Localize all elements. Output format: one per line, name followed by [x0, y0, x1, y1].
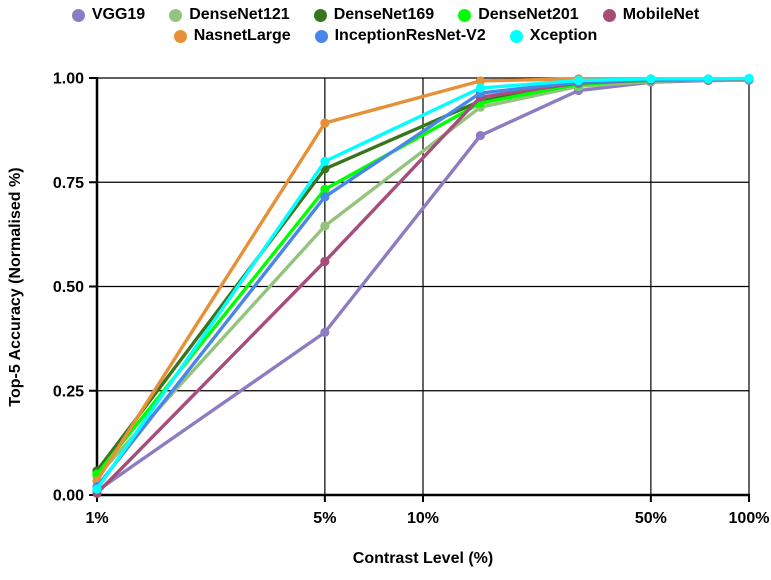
legend-item-inceptionresnet-v2: InceptionResNet-V2 — [314, 27, 486, 45]
legend-color-dot — [314, 29, 328, 43]
legend-color-dot — [458, 8, 472, 22]
legend-label: NasnetLarge — [193, 27, 291, 44]
line-chart-plot-area: 1% 5% 10% 50% 100% 0.00 0.25 0.50 0.75 1.00 — [53, 71, 770, 528]
x-tick-label: 100% — [729, 510, 770, 527]
data-point-Xception — [573, 75, 584, 86]
y-tick-label: 0.50 — [53, 279, 84, 296]
legend-item-xception: Xception — [509, 27, 598, 45]
data-point-NasnetLarge — [475, 76, 486, 86]
data-point-Xception — [646, 74, 656, 84]
legend-color-dot — [602, 8, 616, 22]
data-point-Xception — [320, 156, 330, 166]
data-point-MobileNet — [320, 256, 330, 267]
data-point-Xception — [92, 484, 102, 494]
data-point-NasnetLarge — [320, 118, 330, 128]
data-point-Xception — [703, 74, 713, 84]
y-tick-label: 0.25 — [53, 383, 84, 400]
legend-label: DenseNet121 — [189, 6, 290, 23]
legend-color-dot — [313, 8, 327, 22]
legend-color-dot — [509, 29, 523, 43]
data-point-InceptionResNet-V2 — [320, 192, 330, 202]
legend-item-mobilenet: MobileNet — [602, 6, 700, 24]
legend-color-dot — [169, 8, 183, 22]
legend-color-dot — [173, 29, 187, 43]
x-axis-title: Contrast Level (%) — [352, 550, 494, 567]
legend-label: VGG19 — [91, 6, 146, 23]
x-tick-label: 50% — [635, 510, 667, 527]
chart-legend: VGG19 DenseNet121 DenseNet169 DenseNet20… — [0, 6, 771, 45]
legend-label: DenseNet169 — [333, 6, 435, 23]
legend-row-2: NasnetLarge InceptionResNet-V2 Xception — [173, 27, 598, 45]
y-tick-label: 1.00 — [53, 71, 84, 88]
legend-item-vgg19: VGG19 — [71, 6, 146, 24]
x-tick-label: 5% — [313, 510, 336, 527]
legend-label: InceptionResNet-V2 — [334, 27, 486, 44]
legend-item-nasnetlarge: NasnetLarge — [173, 27, 291, 45]
legend-item-densenet201: DenseNet201 — [458, 6, 579, 24]
legend-label: MobileNet — [622, 6, 700, 23]
legend-color-dot — [71, 8, 85, 22]
data-point-Xception — [744, 73, 754, 84]
data-point-DenseNet201 — [320, 184, 330, 194]
legend-label: Xception — [529, 27, 598, 44]
legend-item-densenet121: DenseNet121 — [169, 6, 290, 24]
data-point-VGG19 — [320, 327, 330, 337]
y-tick-label: 0.00 — [53, 488, 84, 505]
x-tick-label: 1% — [85, 510, 108, 527]
x-tick-label: 10% — [407, 510, 439, 527]
legend-item-densenet169: DenseNet169 — [313, 6, 435, 24]
data-point-VGG19 — [475, 130, 486, 141]
legend-row-1: VGG19 DenseNet121 DenseNet169 DenseNet20… — [71, 6, 700, 24]
legend-label: DenseNet201 — [478, 6, 579, 23]
data-point-Xception — [475, 83, 486, 93]
data-point-DenseNet121 — [320, 221, 330, 231]
y-tick-label: 0.75 — [53, 175, 84, 192]
